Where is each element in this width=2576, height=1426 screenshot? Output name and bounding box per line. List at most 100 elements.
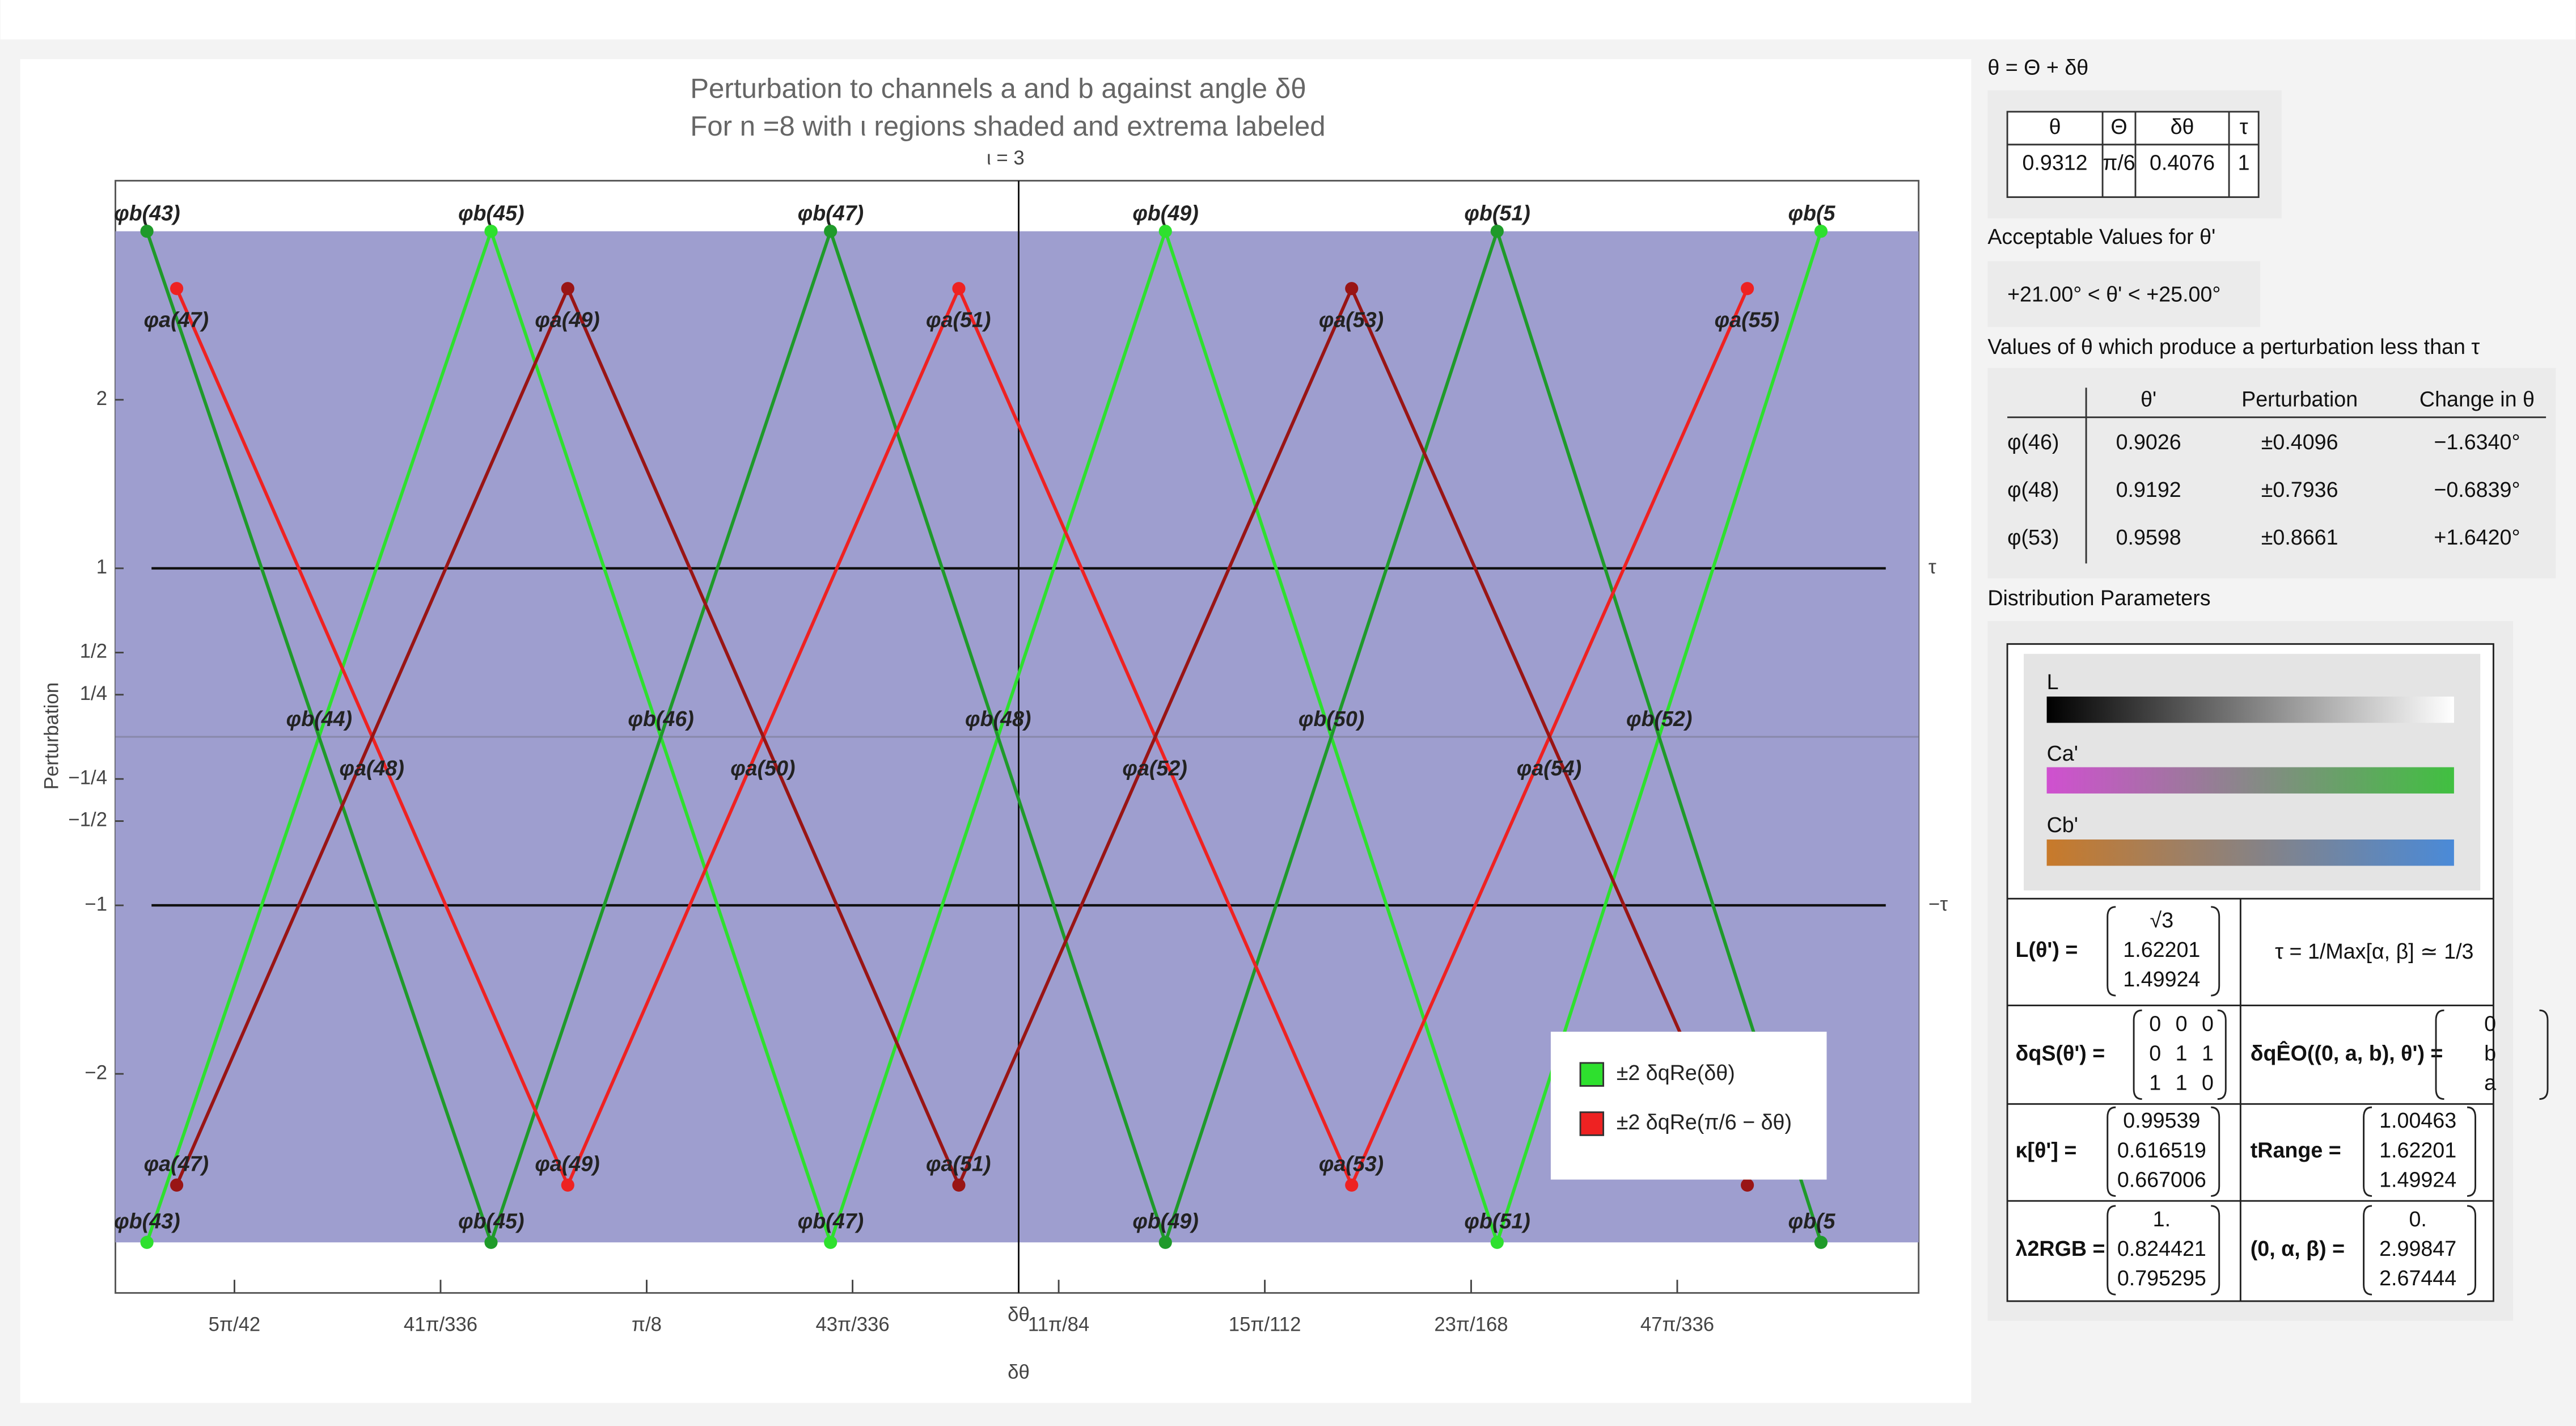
extremum-label: φb(43)	[114, 201, 180, 225]
legend-swatch	[1579, 1062, 1605, 1087]
box	[1987, 261, 2261, 327]
bracket	[2107, 906, 2220, 997]
extremum-label: φb(51)	[1464, 1209, 1530, 1233]
extremum-point	[484, 225, 498, 238]
table-cell: 0.9192	[2116, 478, 2181, 501]
table-cell: −1.6340°	[2434, 430, 2520, 454]
extremum-label: φb(45)	[458, 201, 524, 225]
bracket	[2363, 1205, 2476, 1296]
table-cell: −0.6839°	[2434, 478, 2520, 501]
chart-title: Perturbation to channels a and b against…	[690, 73, 1306, 104]
matrix-entry: 1.49924	[2379, 1167, 2456, 1191]
matrix-entry: 0	[2202, 1011, 2214, 1035]
extremum-label: φb(45)	[458, 1209, 524, 1233]
matrix-entry: 1.62201	[2123, 938, 2200, 961]
x-tick-label: 15π/112	[1229, 1314, 1301, 1335]
x-tick-label: 43π/336	[815, 1314, 889, 1335]
y-tick-label: 2	[96, 388, 107, 410]
side-panel: θ = Θ + δθ Acceptable Values for θ' +21.…	[1987, 56, 2556, 1321]
extremum-point	[1490, 225, 1504, 238]
extremum-label: φa(47)	[144, 308, 209, 332]
table-cell: ±0.8661	[2261, 525, 2338, 549]
extremum-label: φa(53)	[1319, 1151, 1384, 1175]
table-cell: 0.4076	[2150, 151, 2215, 175]
x-tick-label: 5π/42	[209, 1314, 261, 1335]
matrix-entry: 2.67444	[2379, 1266, 2456, 1290]
bracket	[2133, 1009, 2227, 1100]
extremum-point	[1814, 225, 1828, 238]
bracket	[2107, 1205, 2220, 1296]
gradient-label: L	[2047, 670, 2059, 694]
row-header: φ(48)	[2007, 478, 2059, 501]
matrix-entry: 0	[2149, 1011, 2161, 1035]
extremum-point	[1741, 1178, 1754, 1192]
matrix-entry: 0	[2202, 1071, 2214, 1095]
values-title: Values of θ which produce a perturbation…	[1987, 335, 2480, 358]
table-cell: ±0.4096	[2261, 430, 2338, 454]
extremum-label: φb(43)	[114, 1209, 180, 1233]
series-line	[145, 226, 1823, 1248]
extremum-point	[140, 225, 154, 238]
y-tick-label: 1/4	[80, 683, 107, 704]
gradient-label: Cb'	[2047, 813, 2078, 837]
crossing-label: φb(52)	[1626, 707, 1692, 731]
matrix-entry: 1	[2149, 1071, 2161, 1095]
gradient-label: Ca'	[2047, 741, 2078, 765]
gradient-bar	[2046, 839, 2454, 866]
matrix-entry: 1.62201	[2379, 1138, 2456, 1162]
crossing-label: φa(48)	[340, 756, 404, 780]
x-tick-label: 41π/336	[404, 1314, 477, 1335]
bracket	[2363, 1106, 2476, 1197]
extremum-point	[484, 1235, 498, 1249]
matrix-entry: 1.	[2153, 1207, 2171, 1231]
box	[1987, 368, 2556, 579]
bracket	[2435, 1009, 2549, 1100]
matrix-entry: 1	[2176, 1071, 2188, 1095]
extremum-point	[1814, 1235, 1828, 1249]
table-cell: 1	[2238, 151, 2250, 175]
y-tick-label: −1/4	[68, 767, 107, 788]
crossing-label: φa(54)	[1517, 756, 1581, 780]
acceptable-title: Acceptable Values for θ'	[1987, 225, 2215, 248]
extremum-point	[1741, 282, 1754, 296]
x-tick-label: 23π/168	[1434, 1314, 1508, 1335]
extremum-label: φb(51)	[1464, 201, 1530, 225]
extremum-point	[952, 282, 966, 296]
tau-formula: τ = 1/Max[α, β] ≃ 1/3	[2275, 939, 2473, 963]
extremum-label: φa(53)	[1319, 308, 1384, 332]
extremum-label: φa(51)	[926, 1151, 991, 1175]
extremum-label: φa(47)	[144, 1151, 209, 1175]
matrix-entry: 2.99847	[2379, 1237, 2456, 1260]
matrix-entry: 0	[2484, 1011, 2496, 1035]
extremum-point	[1345, 1178, 1359, 1192]
extremum-point	[1345, 282, 1359, 296]
extremum-point	[140, 1235, 154, 1249]
matrix-label: κ[θ'] =	[2016, 1138, 2077, 1162]
distribution-title: Distribution Parameters	[1987, 586, 2210, 610]
extremum-point	[170, 282, 184, 296]
matrix-label: (0, α, β) =	[2251, 1237, 2345, 1260]
crossing-label: φb(44)	[286, 707, 352, 731]
gradient-bar	[2046, 697, 2454, 723]
x-axis-label: δθ	[1008, 1361, 1030, 1383]
table-header: Change in θ	[2420, 387, 2535, 411]
chart-subtitle: For n =8 with ι regions shaded and extre…	[690, 111, 1325, 142]
table-cell: 0.9312	[2023, 151, 2088, 175]
matrix-entry: √3	[2150, 908, 2174, 932]
tau-label: τ	[1928, 556, 1936, 578]
matrix-entry: 1.49924	[2123, 967, 2200, 991]
extremum-point	[824, 1235, 837, 1249]
extremum-point	[1158, 1235, 1172, 1249]
extremum-point	[1158, 225, 1172, 238]
matrix-label: λ2RGB =	[2016, 1237, 2105, 1260]
extremum-point	[561, 1178, 574, 1192]
region-label: ι = 3	[987, 147, 1025, 169]
crossing-label: φb(48)	[965, 707, 1031, 731]
x-tick-label: 47π/336	[1640, 1314, 1714, 1335]
table-header: δθ	[2171, 115, 2194, 138]
extremum-label: φa(55)	[1715, 308, 1779, 332]
gradient-bar	[2046, 767, 2454, 794]
table-header: θ	[2049, 115, 2061, 138]
axis-label: δθ	[1008, 1304, 1030, 1326]
crossing-label: φa(52)	[1122, 756, 1187, 780]
